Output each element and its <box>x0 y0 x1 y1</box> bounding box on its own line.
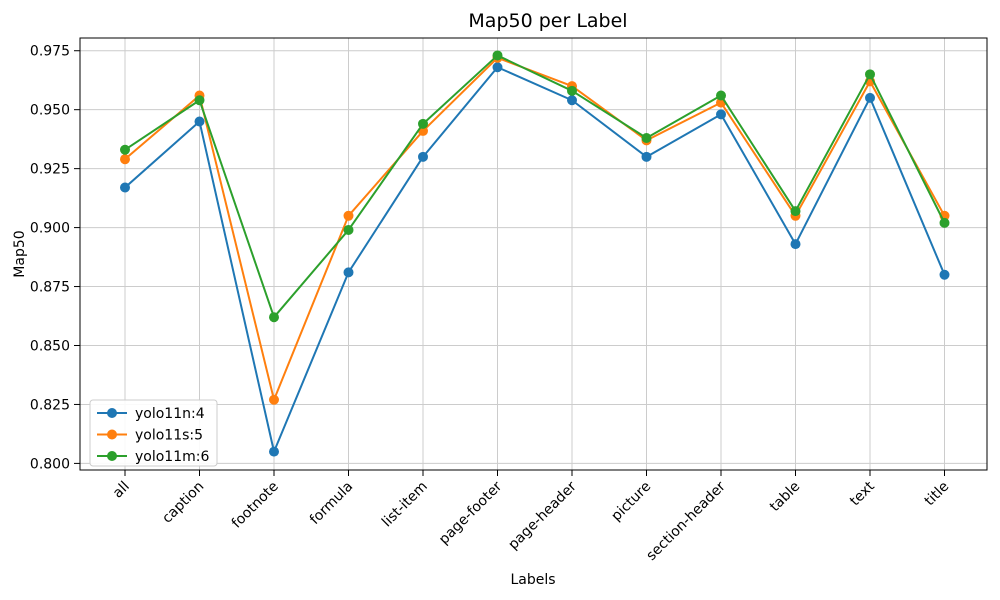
legend: yolo11n:4 yolo11s:5 yolo11m:6 <box>89 399 218 467</box>
y-axis-label: Map50 <box>12 230 28 277</box>
data-point <box>269 446 279 457</box>
data-point <box>716 90 726 101</box>
data-point <box>492 62 503 73</box>
x-tick-label: page-header <box>505 478 580 553</box>
x-tick-label: footnote <box>229 479 282 532</box>
series-line-yolo11n-4 <box>124 66 946 453</box>
data-point <box>790 239 801 250</box>
data-point <box>418 151 428 162</box>
data-point <box>343 210 354 221</box>
data-point <box>790 206 801 217</box>
y-tick-label: 0.875 <box>30 280 70 296</box>
x-tick-label: formula <box>307 479 356 528</box>
data-point <box>567 95 577 106</box>
x-tick-label: caption <box>159 479 207 527</box>
y-tick-label: 0.900 <box>30 221 70 237</box>
data-point <box>939 217 950 228</box>
y-tick-label: 0.825 <box>30 397 70 413</box>
y-tick-label: 0.925 <box>30 162 70 178</box>
data-point <box>641 132 652 143</box>
data-point <box>567 85 577 96</box>
x-axis-label: Labels <box>510 572 555 588</box>
y-tick-label: 0.850 <box>30 338 70 354</box>
plot-area: 0.800 0.825 0.850 0.875 0.900 0.925 0.950 0.975… <box>30 37 988 564</box>
legend-label: yolo11m:6 <box>135 449 209 465</box>
data-point <box>194 116 205 127</box>
chart-title: Map50 per Label <box>468 10 627 32</box>
x-tick-label: page-footer <box>436 478 505 547</box>
data-point <box>269 394 279 405</box>
x-tick-label: section-header <box>643 478 729 564</box>
legend-marker <box>107 451 117 461</box>
y-tick-label: 0.800 <box>30 456 70 472</box>
data-point <box>641 151 652 162</box>
data-point <box>865 69 875 80</box>
data-point <box>120 182 130 193</box>
data-point <box>269 312 279 323</box>
legend-marker <box>107 408 117 418</box>
legend-label: yolo11n:4 <box>135 406 205 422</box>
data-point <box>865 92 875 103</box>
data-point <box>194 95 205 106</box>
data-point <box>120 154 130 165</box>
legend-marker <box>107 429 117 440</box>
data-point <box>120 144 130 155</box>
x-tick-label: picture <box>608 479 654 525</box>
y-tick-label: 0.950 <box>30 103 70 119</box>
series-line-yolo11s-5 <box>124 56 946 401</box>
data-point <box>492 50 503 61</box>
series-line-yolo11m-6 <box>124 54 946 319</box>
legend-box <box>89 399 218 467</box>
data-point <box>418 118 428 129</box>
x-tick-label: title <box>922 479 953 510</box>
data-point <box>343 267 354 278</box>
legend-label: yolo11s:5 <box>135 428 203 444</box>
data-point <box>716 109 726 120</box>
data-point <box>939 269 950 280</box>
x-tick-label: all <box>110 479 133 502</box>
x-tick-label: text <box>847 478 878 509</box>
plot-border <box>79 37 988 471</box>
y-tick-label: 0.975 <box>30 44 70 60</box>
data-point <box>343 224 354 235</box>
x-tick-label: list-item <box>379 479 431 531</box>
x-tick-label: table <box>767 479 803 515</box>
